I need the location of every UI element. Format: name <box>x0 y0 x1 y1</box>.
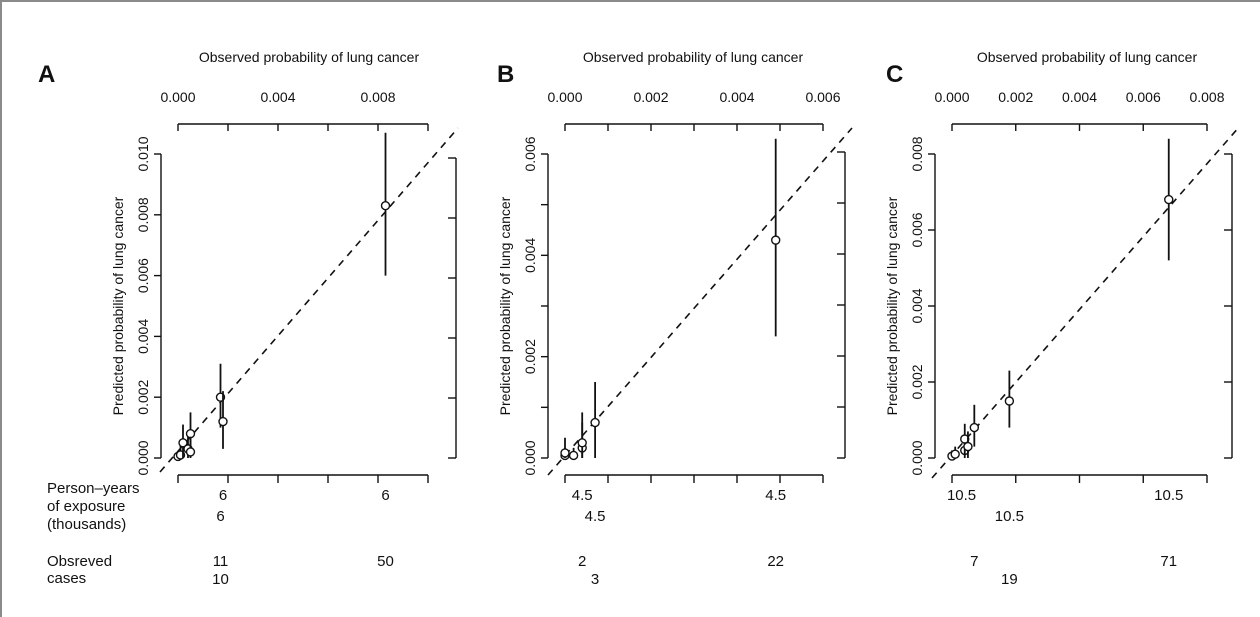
y-tick-label: 0.006 <box>909 212 925 247</box>
exposure-label-line-1: Person–years <box>47 480 140 497</box>
x-tick-label: 0.000 <box>160 89 195 105</box>
exposure-label-line-2: of exposure <box>47 498 125 515</box>
x-tick-label: 0.006 <box>1126 89 1161 105</box>
reference-line <box>159 127 459 473</box>
cases-value: 11 <box>213 553 229 570</box>
data-point <box>560 448 570 458</box>
y-axis-title: Predicted probability of lung cancer <box>110 196 126 415</box>
exposure-value: 6 <box>219 487 227 504</box>
exposure-value: 10.5 <box>995 508 1024 525</box>
cases-value: 7 <box>970 553 978 570</box>
row-labels: Person–years of exposure (thousands) Obs… <box>47 480 140 587</box>
x-tick-label: 0.002 <box>633 89 668 105</box>
x-axis-title: Observed probability of lung cancer <box>199 49 420 65</box>
panel-letter: C <box>886 61 903 88</box>
y-tick-label: 0.004 <box>522 238 538 273</box>
y-tick-label: 0.008 <box>135 197 151 232</box>
exposure-value: 10.5 <box>947 487 976 504</box>
y-axis-title: Predicted probability of lung cancer <box>884 196 900 415</box>
exposure-label-line-3: (thousands) <box>47 516 126 533</box>
data-point <box>568 450 579 461</box>
panel-a: A Observed probability of lung cancer 0.00… <box>38 49 459 588</box>
panel-letter: A <box>38 61 55 88</box>
exposure-value: 10.5 <box>1154 487 1183 504</box>
data-point <box>218 416 228 427</box>
data-point <box>185 428 196 439</box>
x-axis-title: Observed probability of lung cancer <box>583 49 804 65</box>
data-point <box>950 449 960 459</box>
x-tick-label: 0.000 <box>547 89 582 105</box>
x-tick-label: 0.006 <box>805 89 840 105</box>
y-tick-label: 0.002 <box>909 364 925 399</box>
data-point <box>1164 194 1174 205</box>
data-point <box>963 441 973 452</box>
data-point <box>771 235 781 245</box>
y-tick-label: 0.000 <box>135 440 151 475</box>
cases-value: 10 <box>212 571 229 588</box>
x-tick-label: 0.004 <box>1062 89 1097 105</box>
cases-label-line-1: Obsreved <box>47 553 112 570</box>
cases-value: 50 <box>377 553 394 570</box>
panel-c: C Observed probability of lung cancer 0.00… <box>884 49 1241 588</box>
x-tick-label: 0.000 <box>934 89 969 105</box>
cases-value: 71 <box>1160 553 1177 570</box>
y-tick-label: 0.010 <box>135 136 151 171</box>
data-point <box>185 447 196 457</box>
y-tick-label: 0.004 <box>135 319 151 354</box>
x-tick-label: 0.004 <box>260 89 295 105</box>
panel-b: B Observed probability of lung cancer 0.00… <box>497 49 853 588</box>
data-point <box>1004 396 1015 406</box>
y-tick-label: 0.004 <box>909 288 925 323</box>
x-axis-title: Observed probability of lung cancer <box>977 49 1198 65</box>
exposure-value: 4.5 <box>585 508 606 525</box>
exposure-value: 4.5 <box>572 487 593 504</box>
x-tick-label: 0.004 <box>719 89 754 105</box>
x-tick-label: 0.002 <box>998 89 1033 105</box>
y-tick-label: 0.000 <box>522 440 538 475</box>
cases-value: 19 <box>1001 571 1018 588</box>
y-tick-label: 0.006 <box>522 136 538 171</box>
y-tick-label: 0.006 <box>135 258 151 293</box>
cases-label-line-2: cases <box>47 570 86 587</box>
data-point <box>590 417 600 428</box>
data-point <box>969 422 980 433</box>
x-tick-label: 0.008 <box>1189 89 1224 105</box>
cases-value: 22 <box>767 553 784 570</box>
y-tick-label: 0.000 <box>909 440 925 475</box>
panel-letter: B <box>497 61 514 88</box>
cases-value: 2 <box>578 553 586 570</box>
y-tick-label: 0.008 <box>909 136 925 171</box>
data-point <box>178 438 188 448</box>
data-point <box>577 438 587 448</box>
y-tick-label: 0.002 <box>522 339 538 374</box>
cases-value: 3 <box>591 571 599 588</box>
x-tick-label: 0.008 <box>360 89 395 105</box>
exposure-value: 6 <box>381 487 389 504</box>
data-point <box>380 200 391 211</box>
y-axis-title: Predicted probability of lung cancer <box>497 196 513 415</box>
exposure-value: 6 <box>216 508 224 525</box>
y-tick-label: 0.002 <box>135 379 151 414</box>
exposure-value: 4.5 <box>765 487 786 504</box>
